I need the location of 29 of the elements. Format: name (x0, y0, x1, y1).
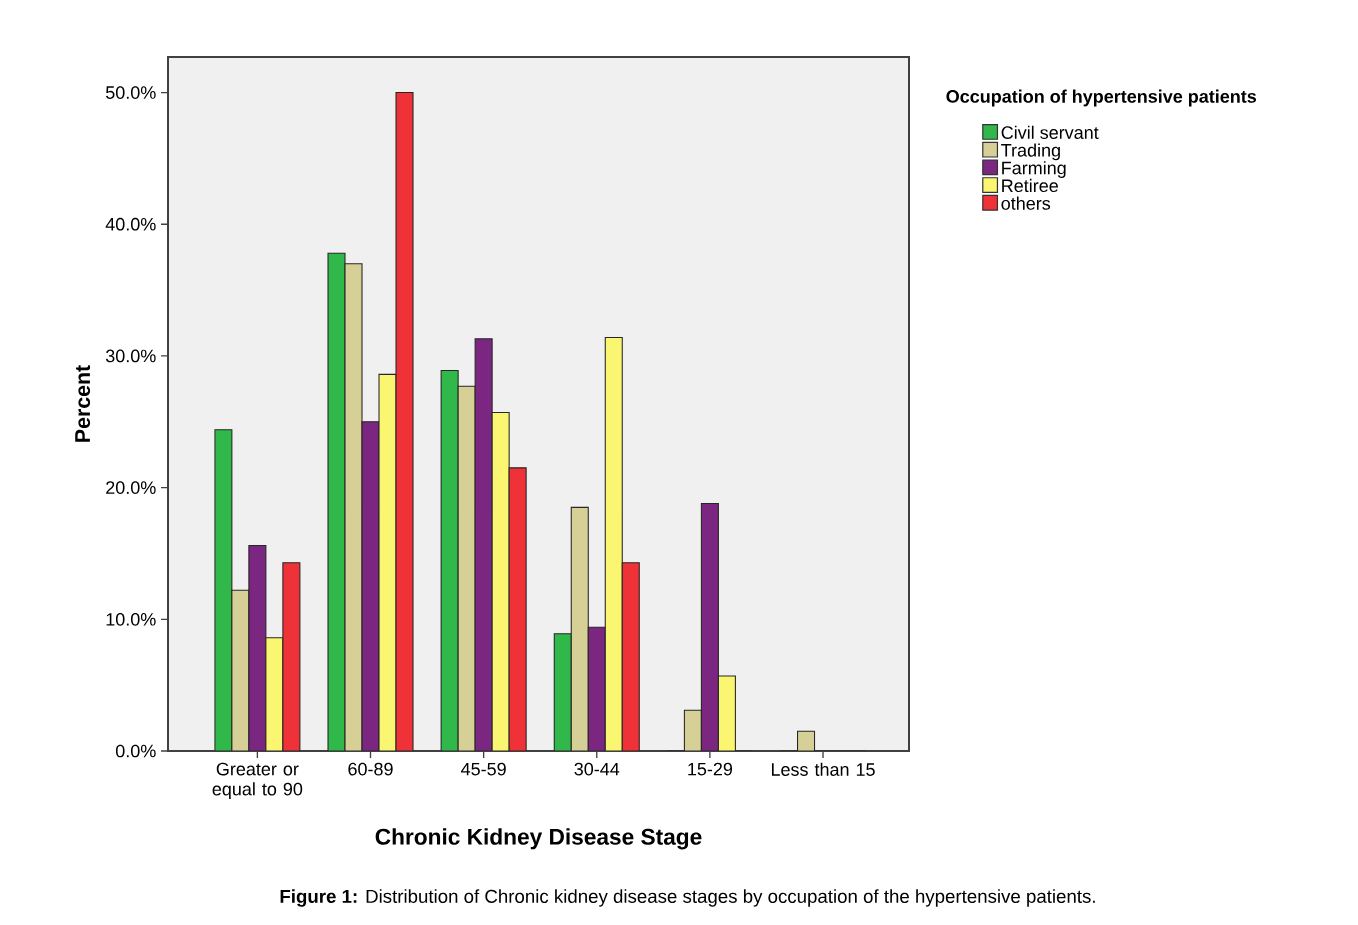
bar (684, 710, 702, 751)
y-tick-label: 40.0% (105, 217, 156, 231)
bar (605, 337, 623, 751)
text: Figure 1: Distribution of Chronic kidney disease stages by occupation of the hypertensive patients. (280, 889, 1095, 907)
legend-label: Trading (1001, 143, 1060, 161)
bar (571, 507, 589, 751)
x-tick-label: 45-59 (461, 762, 506, 776)
legend-title: Occupation of hypertensive patients (946, 89, 1257, 107)
bar (588, 627, 606, 751)
bar (701, 503, 719, 751)
bar (554, 633, 572, 751)
x-tick-label: Less than 15 (771, 762, 875, 776)
x-tick-label: 60-89 (348, 762, 393, 776)
x-axis-title: Chronic Kidney Disease Stage (375, 828, 702, 850)
x-tick-label: 30-44 (574, 762, 620, 776)
y-tick-label: 0.0% (115, 744, 156, 758)
y-tick-label: 10.0% (106, 612, 156, 626)
y-tick-label: 20.0% (106, 481, 156, 494)
y-tick-label: 50.0% (105, 86, 156, 99)
bar (718, 675, 736, 751)
legend-label: Farming (1002, 161, 1066, 178)
y-tick-label: 30.0% (105, 349, 156, 363)
legend-label: Retiree (1002, 178, 1058, 193)
legend-label: Civil servant (1001, 125, 1099, 139)
x-tick-label: 15-29 (688, 762, 733, 776)
y-axis-title: Percent (75, 365, 91, 442)
legend-label: others (1001, 196, 1051, 210)
x-tick-label: Greater or equal to 90 (212, 762, 303, 800)
bar (622, 562, 640, 751)
